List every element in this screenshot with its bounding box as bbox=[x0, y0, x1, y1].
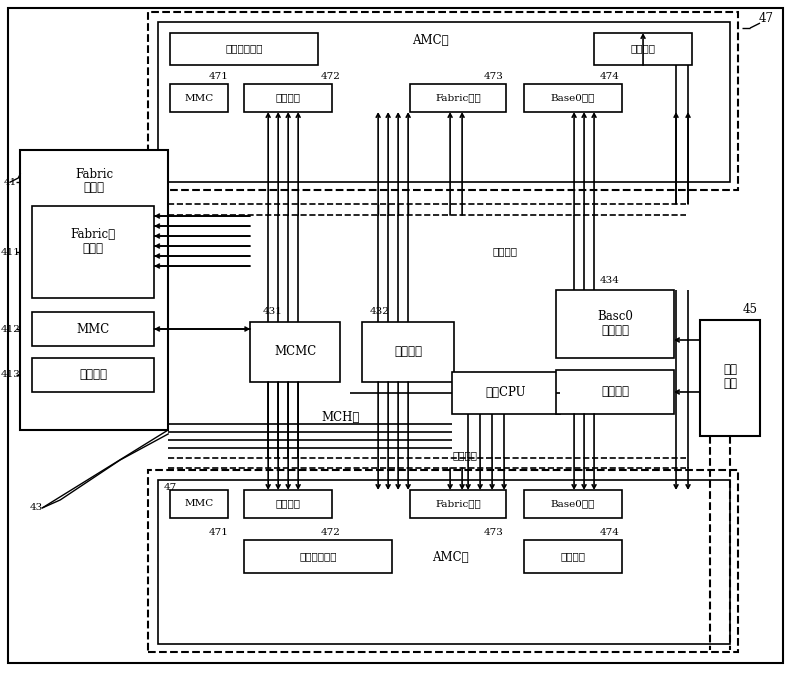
Bar bbox=[594, 33, 692, 65]
Text: 变换板: 变换板 bbox=[84, 181, 105, 193]
Text: 背板接口: 背板接口 bbox=[492, 247, 517, 257]
Text: 412: 412 bbox=[0, 324, 20, 334]
Text: 电源: 电源 bbox=[723, 363, 737, 377]
Text: 473: 473 bbox=[484, 71, 504, 81]
Text: 472: 472 bbox=[320, 528, 340, 537]
Text: Fabric交: Fabric交 bbox=[70, 228, 116, 241]
Bar bbox=[32, 358, 154, 392]
Bar bbox=[170, 490, 228, 518]
Text: Base0接口: Base0接口 bbox=[551, 499, 595, 508]
Bar bbox=[170, 84, 228, 112]
Text: 47: 47 bbox=[163, 483, 177, 493]
Text: 473: 473 bbox=[484, 528, 504, 537]
Text: 45: 45 bbox=[742, 303, 758, 315]
Text: 43: 43 bbox=[30, 503, 43, 512]
Text: 474: 474 bbox=[600, 528, 620, 537]
Bar bbox=[524, 84, 622, 112]
Bar bbox=[410, 84, 506, 112]
Text: 主控CPU: 主控CPU bbox=[486, 386, 526, 400]
Bar bbox=[700, 320, 760, 436]
Bar bbox=[32, 312, 154, 346]
Text: MMC: MMC bbox=[77, 322, 110, 336]
Bar bbox=[362, 322, 454, 382]
Text: 电源接口: 电源接口 bbox=[79, 369, 107, 381]
Text: 电源接口: 电源接口 bbox=[561, 553, 586, 561]
Text: 474: 474 bbox=[600, 71, 620, 81]
Text: MMC: MMC bbox=[185, 499, 214, 508]
Text: Fabric: Fabric bbox=[75, 168, 114, 181]
Text: 431: 431 bbox=[263, 307, 283, 315]
Bar bbox=[244, 490, 332, 518]
Text: AMC卡: AMC卡 bbox=[412, 34, 449, 47]
Text: 413: 413 bbox=[0, 371, 20, 379]
Bar bbox=[158, 480, 730, 644]
Text: 交换模块: 交换模块 bbox=[601, 324, 629, 336]
Text: 时钟模块: 时钟模块 bbox=[276, 499, 301, 508]
Text: 471: 471 bbox=[208, 71, 228, 81]
Text: 特性功能部件: 特性功能部件 bbox=[226, 44, 263, 54]
Bar bbox=[250, 322, 340, 382]
Bar bbox=[452, 372, 560, 414]
Bar bbox=[148, 12, 738, 190]
Text: MMC: MMC bbox=[185, 94, 214, 102]
Bar bbox=[410, 490, 506, 518]
Bar bbox=[244, 540, 392, 573]
Bar bbox=[158, 22, 730, 182]
Text: 472: 472 bbox=[320, 71, 340, 81]
Text: 模块: 模块 bbox=[723, 377, 737, 390]
Text: 时钟模块: 时钟模块 bbox=[394, 346, 422, 359]
Text: 47: 47 bbox=[758, 11, 774, 24]
Text: Fabric接口: Fabric接口 bbox=[435, 499, 481, 508]
Text: 电源接口: 电源接口 bbox=[630, 44, 655, 54]
Text: Fabric接口: Fabric接口 bbox=[435, 94, 481, 102]
Text: Base0接口: Base0接口 bbox=[551, 94, 595, 102]
Bar bbox=[244, 84, 332, 112]
Bar bbox=[556, 370, 674, 414]
Bar bbox=[556, 290, 674, 358]
Text: 41: 41 bbox=[4, 177, 17, 187]
Bar bbox=[524, 490, 622, 518]
Bar bbox=[32, 206, 154, 298]
Text: 432: 432 bbox=[370, 307, 390, 315]
Text: 换模块: 换模块 bbox=[82, 241, 104, 255]
Bar bbox=[170, 33, 318, 65]
Text: 434: 434 bbox=[600, 276, 620, 284]
Text: 411: 411 bbox=[0, 247, 20, 257]
Text: Basc0: Basc0 bbox=[597, 309, 633, 322]
Bar bbox=[20, 150, 168, 430]
Text: 背板接口: 背板接口 bbox=[452, 452, 477, 460]
Text: 电源接口: 电源接口 bbox=[601, 386, 629, 398]
Bar bbox=[148, 470, 738, 652]
Text: AMC卡: AMC卡 bbox=[432, 551, 469, 564]
Text: 特性功能部件: 特性功能部件 bbox=[299, 553, 337, 561]
Text: MCMC: MCMC bbox=[274, 346, 316, 359]
Bar bbox=[524, 540, 622, 573]
Text: 时钟模块: 时钟模块 bbox=[276, 94, 301, 102]
Text: 471: 471 bbox=[208, 528, 228, 537]
Text: MCH板: MCH板 bbox=[321, 411, 359, 425]
